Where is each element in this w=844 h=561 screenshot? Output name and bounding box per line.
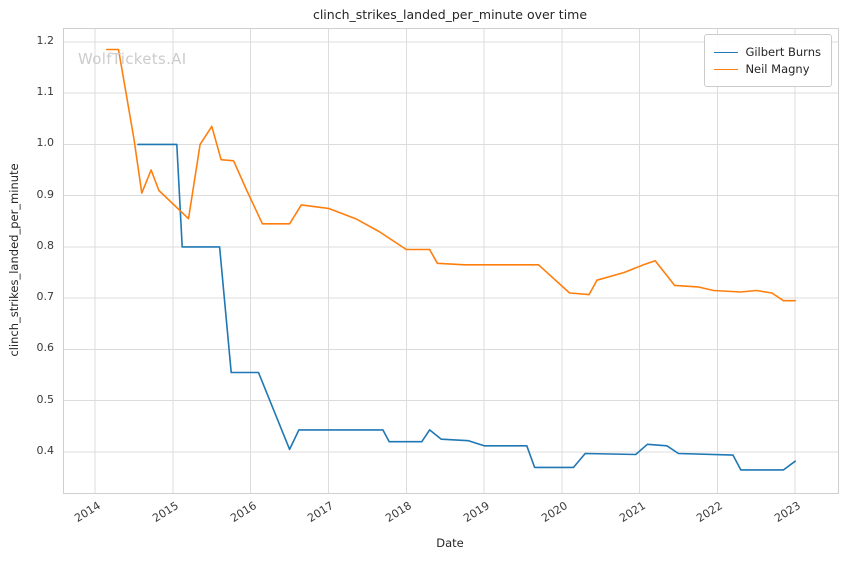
y-tick-label: 1.1: [36, 85, 55, 99]
x-tick-label: 2018: [383, 499, 415, 525]
series-line-gilbert-burns: [137, 143, 797, 471]
y-axis-label: clinch_strikes_landed_per_minute: [7, 163, 21, 357]
y-tick-label: 0.9: [36, 187, 55, 201]
legend: Gilbert Burns Neil Magny: [704, 34, 832, 87]
plot-area: [63, 28, 839, 494]
y-tick-label: 0.6: [36, 341, 55, 355]
x-tick-label: 2017: [305, 499, 337, 525]
y-tick-label: 0.4: [36, 443, 55, 457]
y-tick-label: 0.5: [36, 392, 55, 406]
y-tick-label: 0.7: [36, 290, 55, 304]
x-tick-label: 2020: [539, 499, 570, 525]
x-tick-label: 2014: [72, 499, 103, 525]
legend-line-sample: [714, 68, 739, 70]
legend-item: Gilbert Burns: [714, 45, 821, 59]
x-tick-label: 2023: [772, 499, 804, 525]
legend-label: Gilbert Burns: [745, 45, 821, 59]
legend-line-sample: [714, 51, 739, 53]
x-tick-label: 2021: [616, 499, 648, 525]
watermark: WolfTickets.AI: [78, 50, 187, 68]
y-tick-label: 0.8: [36, 238, 55, 252]
x-axis-label: Date: [436, 536, 464, 550]
x-tick-label: 2019: [461, 499, 492, 525]
x-tick-label: 2022: [694, 499, 726, 525]
legend-label: Neil Magny: [745, 62, 810, 76]
x-tick-label: 2015: [150, 499, 181, 525]
x-tick-label: 2016: [227, 499, 259, 525]
chart-title: clinch_strikes_landed_per_minute over ti…: [312, 7, 588, 22]
y-tick-label: 1.0: [36, 136, 55, 150]
series-line-neil-magny: [105, 48, 797, 302]
plot-canvas: [64, 29, 838, 493]
legend-item: Neil Magny: [714, 62, 821, 76]
y-tick-label: 1.2: [36, 33, 55, 47]
